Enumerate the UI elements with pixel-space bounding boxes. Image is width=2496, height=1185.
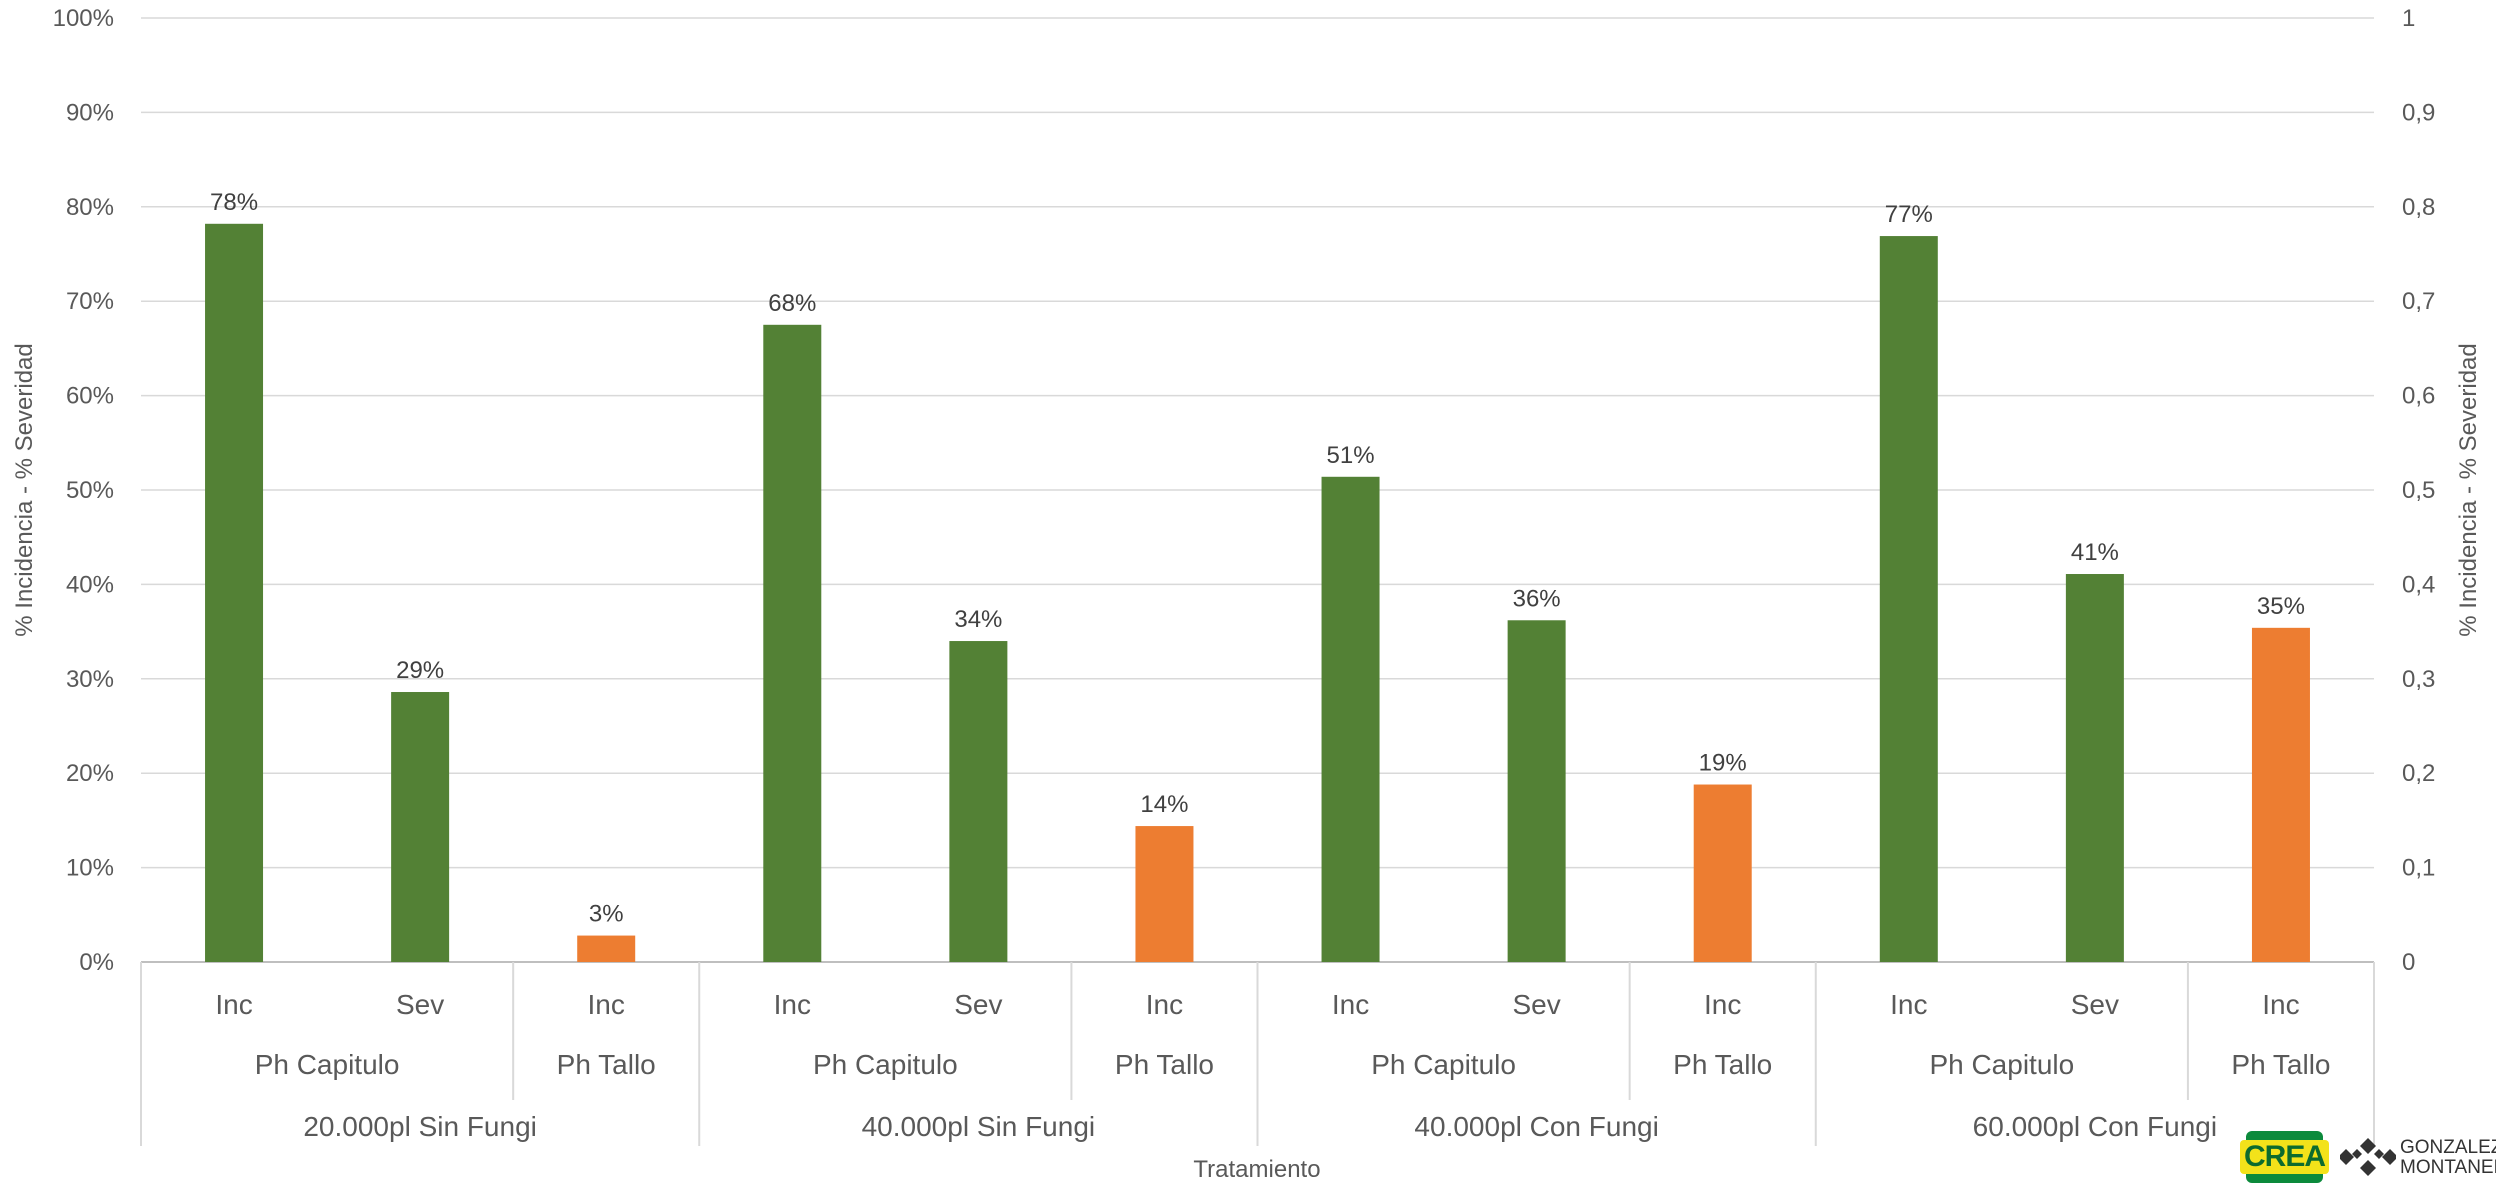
x-axis-title: Tratamiento bbox=[1193, 1156, 1320, 1183]
bar bbox=[1321, 476, 1380, 962]
data-label: 3% bbox=[589, 901, 624, 928]
category-label: Inc bbox=[774, 989, 811, 1020]
bar bbox=[2065, 574, 2124, 962]
y-tick-label: 70% bbox=[66, 288, 114, 315]
bar bbox=[763, 324, 822, 962]
category-label: Sev bbox=[1513, 989, 1561, 1020]
y2-tick-label: 0,4 bbox=[2402, 571, 2435, 598]
logo-line-1: GONZALEZ bbox=[2400, 1137, 2496, 1158]
y2-axis-ticks: 0 0,1 0,2 0,3 0,4 0,5 0,6 0,7 0,8 0,9 1 bbox=[2402, 5, 2435, 976]
subgroup-label: Ph Capitulo bbox=[813, 1049, 958, 1080]
bar bbox=[2251, 627, 2310, 962]
y-axis-ticks: 0% 10% 20% 30% 40% 50% 60% 70% 80% 90% 100% bbox=[53, 5, 114, 976]
y2-tick-label: 0,6 bbox=[2402, 383, 2435, 410]
category-label: Inc bbox=[1704, 989, 1741, 1020]
group-label: 60.000pl Con Fungi bbox=[1973, 1111, 2217, 1142]
y-tick-label: 20% bbox=[66, 760, 114, 787]
crea-logo-text: CREA bbox=[2240, 1140, 2330, 1174]
bar bbox=[1135, 826, 1194, 962]
subgroup-label: Ph Capitulo bbox=[1371, 1049, 1516, 1080]
y2-tick-label: 0,3 bbox=[2402, 666, 2435, 693]
y2-axis-title: % Incidencia - % Severidad bbox=[2455, 343, 2482, 636]
group-label: 40.000pl Con Fungi bbox=[1414, 1111, 1658, 1142]
y2-tick-label: 0,9 bbox=[2402, 99, 2435, 126]
category-label: Sev bbox=[396, 989, 444, 1020]
data-label: 19% bbox=[1699, 750, 1747, 777]
data-label: 29% bbox=[396, 657, 444, 684]
bar bbox=[1507, 620, 1566, 962]
category-label: Inc bbox=[1890, 989, 1927, 1020]
category-label: Sev bbox=[954, 989, 1002, 1020]
gridlines bbox=[141, 17, 2374, 963]
y2-tick-label: 1 bbox=[2402, 5, 2415, 32]
subgroup-label: Ph Tallo bbox=[1115, 1049, 1214, 1080]
data-label: 78% bbox=[210, 189, 258, 216]
y2-tick-label: 0,1 bbox=[2402, 855, 2435, 882]
group-label: 20.000pl Sin Fungi bbox=[303, 1111, 537, 1142]
y2-tick-label: 0,8 bbox=[2402, 194, 2435, 221]
y2-tick-label: 0 bbox=[2402, 949, 2415, 976]
y-tick-label: 90% bbox=[66, 99, 114, 126]
crea-logo: CREA bbox=[2240, 1131, 2330, 1183]
category-label: Sev bbox=[2071, 989, 2119, 1020]
bar bbox=[949, 641, 1008, 962]
subgroup-label: Ph Tallo bbox=[1673, 1049, 1772, 1080]
data-label: 51% bbox=[1327, 442, 1375, 469]
y2-tick-label: 0,7 bbox=[2402, 288, 2435, 315]
subgroup-label: Ph Capitulo bbox=[1929, 1049, 2074, 1080]
bar bbox=[1879, 236, 1938, 963]
category-label: Inc bbox=[588, 989, 625, 1020]
y-tick-label: 40% bbox=[66, 571, 114, 598]
data-label: 77% bbox=[1885, 201, 1933, 228]
subgroup-label: Ph Capitulo bbox=[255, 1049, 400, 1080]
y2-tick-label: 0,2 bbox=[2402, 760, 2435, 787]
bar bbox=[205, 223, 264, 963]
category-label: Inc bbox=[1146, 989, 1183, 1020]
y-axis-title: % Incidencia - % Severidad bbox=[11, 343, 38, 636]
logo-line-2: MONTANER bbox=[2400, 1157, 2496, 1178]
bars bbox=[205, 223, 2310, 963]
data-label: 36% bbox=[1513, 585, 1561, 612]
bar bbox=[1693, 784, 1752, 962]
y-tick-label: 10% bbox=[66, 855, 114, 882]
data-label: 68% bbox=[768, 290, 816, 317]
y-tick-label: 60% bbox=[66, 383, 114, 410]
category-label: Inc bbox=[215, 989, 252, 1020]
subgroup-label: Ph Tallo bbox=[557, 1049, 656, 1080]
data-label: 35% bbox=[2257, 593, 2305, 620]
subgroup-label: Ph Tallo bbox=[2231, 1049, 2330, 1080]
bar bbox=[391, 692, 450, 962]
gonzalez-montaner-logo-text: GONZALEZ MONTANER bbox=[2400, 1138, 2496, 1178]
y-tick-label: 0% bbox=[79, 949, 114, 976]
y-tick-label: 50% bbox=[66, 477, 114, 504]
y2-tick-label: 0,5 bbox=[2402, 477, 2435, 504]
group-label: 40.000pl Sin Fungi bbox=[862, 1111, 1096, 1142]
category-label: Inc bbox=[1332, 989, 1369, 1020]
data-label: 34% bbox=[954, 606, 1002, 633]
data-label: 14% bbox=[1140, 791, 1188, 818]
y-tick-label: 100% bbox=[53, 5, 114, 32]
data-label: 41% bbox=[2071, 539, 2119, 566]
y-tick-label: 30% bbox=[66, 666, 114, 693]
bar bbox=[577, 935, 636, 962]
gonzalez-montaner-logo-icon bbox=[2340, 1138, 2396, 1176]
y-tick-label: 80% bbox=[66, 194, 114, 221]
category-label: Inc bbox=[2262, 989, 2299, 1020]
data-labels: 78% 29% 3% 68% 34% 14% 51% 36% 19% 77% 41% 35% bbox=[210, 189, 2305, 928]
